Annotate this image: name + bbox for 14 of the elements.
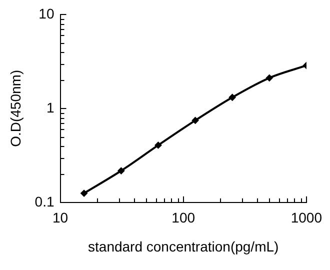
point (80, 190, 88, 197)
y-tick-label: 10 (38, 5, 54, 22)
x-tick-label: 100 (172, 210, 196, 226)
point (266, 74, 273, 82)
point (192, 116, 199, 124)
y-axis-title: O.D(450nm) (7, 70, 24, 147)
point (228, 94, 236, 101)
x-tick-label: 10 (52, 210, 68, 226)
y-tick-label: 0.1 (34, 193, 54, 210)
y-tick-label: 1 (46, 99, 54, 116)
x-axis-title: standard concentration(pg/mL) (88, 238, 279, 254)
point (154, 142, 162, 149)
x-tick-label: 1000 (290, 210, 322, 226)
point (118, 167, 125, 174)
